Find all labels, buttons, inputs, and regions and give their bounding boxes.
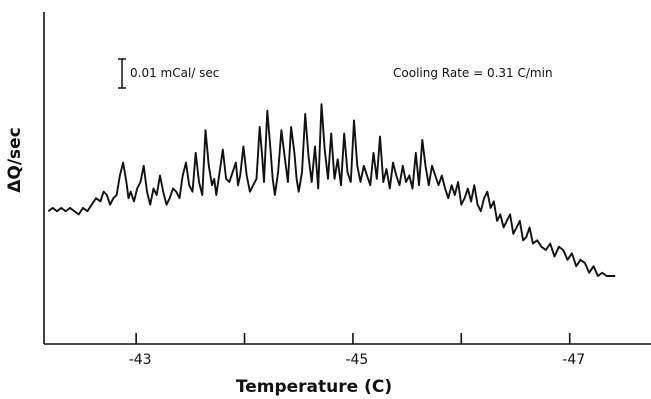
x-tick-label: -45 <box>345 352 368 368</box>
x-tick-label: -47 <box>562 352 585 368</box>
x-axis-title: Temperature (C) <box>236 377 392 397</box>
x-tick-labels: -43 -45 -47 <box>129 352 585 368</box>
x-tick-label: -43 <box>129 352 152 368</box>
cooling-rate-label: Cooling Rate = 0.31 C/min <box>393 66 553 80</box>
x-ticks <box>135 333 571 344</box>
scale-bar-label: 0.01 mCal/ sec <box>130 66 219 80</box>
scale-bar <box>118 58 126 89</box>
y-axis-title: ΔQ/sec <box>5 127 25 193</box>
series-line <box>47 103 616 277</box>
